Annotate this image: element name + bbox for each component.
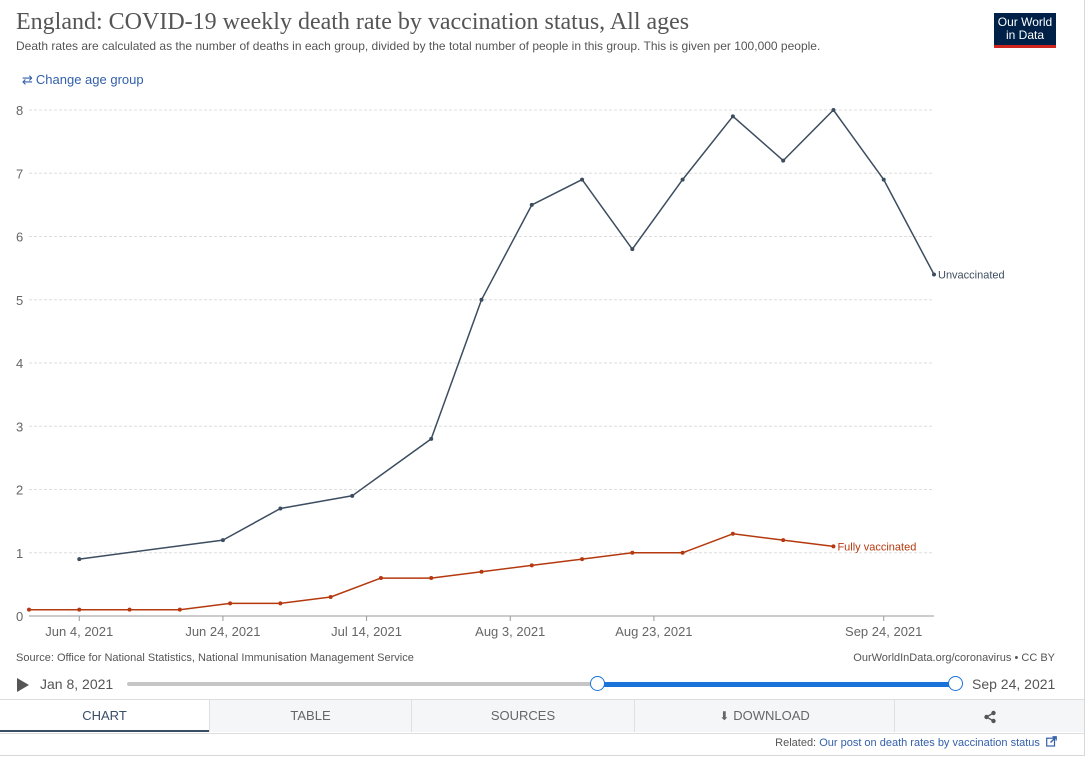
data-point-unvaccinated[interactable] bbox=[278, 506, 283, 511]
y-tick-label: 6 bbox=[16, 230, 23, 245]
x-tick-label: Aug 23, 2021 bbox=[615, 624, 692, 639]
y-tick-label: 7 bbox=[16, 166, 23, 181]
y-tick-label: 2 bbox=[16, 483, 23, 498]
logo-line-2: in Data bbox=[1005, 28, 1045, 42]
data-point-fully-vaccinated[interactable] bbox=[630, 550, 635, 555]
y-tick-label: 5 bbox=[16, 293, 23, 308]
y-tick-label: 3 bbox=[16, 419, 23, 434]
data-point-unvaccinated[interactable] bbox=[77, 557, 82, 562]
tab-table-label: TABLE bbox=[290, 708, 331, 723]
timeline-end-handle[interactable] bbox=[948, 676, 963, 691]
data-point-fully-vaccinated[interactable] bbox=[127, 607, 132, 612]
timeline-start-handle[interactable] bbox=[590, 676, 605, 691]
related-link-row: Related: Our post on death rates by vacc… bbox=[775, 736, 1057, 749]
x-tick-label: Jul 14, 2021 bbox=[331, 624, 402, 639]
chart-subtitle: Death rates are calculated as the number… bbox=[16, 39, 821, 53]
x-tick-label: Jun 4, 2021 bbox=[45, 624, 113, 639]
data-point-fully-vaccinated[interactable] bbox=[529, 563, 534, 568]
data-point-fully-vaccinated[interactable] bbox=[479, 569, 484, 574]
data-point-unvaccinated[interactable] bbox=[630, 247, 635, 252]
data-point-unvaccinated[interactable] bbox=[680, 177, 685, 182]
x-tick-label: Aug 3, 2021 bbox=[475, 624, 545, 639]
data-point-fully-vaccinated[interactable] bbox=[177, 607, 182, 612]
tab-chart-label: CHART bbox=[82, 708, 127, 723]
related-prefix: Related: bbox=[775, 737, 817, 749]
data-point-unvaccinated[interactable] bbox=[831, 108, 836, 112]
data-point-fully-vaccinated[interactable] bbox=[77, 607, 82, 612]
share-icon bbox=[983, 710, 996, 723]
data-point-fully-vaccinated[interactable] bbox=[730, 531, 735, 536]
data-point-fully-vaccinated[interactable] bbox=[228, 601, 233, 606]
tab-bar: CHART TABLE SOURCES ⬇ DOWNLOAD bbox=[0, 699, 1084, 734]
timeline-end-label: Sep 24, 2021 bbox=[972, 676, 1056, 692]
tab-download[interactable]: ⬇ DOWNLOAD bbox=[634, 700, 894, 732]
owid-logo[interactable]: Our World in Data bbox=[994, 13, 1056, 48]
tab-chart[interactable]: CHART bbox=[0, 700, 209, 732]
series-label-unvaccinated: Unvaccinated bbox=[938, 269, 1005, 281]
data-point-unvaccinated[interactable] bbox=[350, 493, 355, 498]
timeline-track[interactable] bbox=[127, 682, 956, 686]
tab-download-label: DOWNLOAD bbox=[733, 708, 810, 723]
data-point-unvaccinated[interactable] bbox=[220, 538, 225, 543]
data-point-unvaccinated[interactable] bbox=[781, 158, 786, 163]
tab-sources-label: SOURCES bbox=[490, 708, 556, 723]
data-point-fully-vaccinated[interactable] bbox=[781, 538, 786, 543]
logo-line-1: Our World bbox=[997, 15, 1053, 29]
data-point-unvaccinated[interactable] bbox=[529, 202, 534, 207]
tab-sources[interactable]: SOURCES bbox=[411, 700, 634, 732]
data-point-unvaccinated[interactable] bbox=[429, 436, 434, 441]
y-tick-label: 8 bbox=[16, 103, 23, 118]
source-note: Source: Office for National Statistics, … bbox=[16, 652, 414, 664]
tab-share[interactable] bbox=[894, 700, 1084, 732]
timeline: Jan 8, 2021 Sep 24, 2021 bbox=[0, 673, 1086, 697]
data-point-unvaccinated[interactable] bbox=[479, 297, 484, 302]
y-tick-label: 1 bbox=[16, 546, 23, 561]
credit-note: OurWorldInData.org/coronavirus • CC BY bbox=[853, 652, 1055, 664]
x-tick-label: Sep 24, 2021 bbox=[845, 624, 922, 639]
data-point-fully-vaccinated[interactable] bbox=[680, 550, 685, 555]
data-point-unvaccinated[interactable] bbox=[730, 114, 735, 119]
tab-table[interactable]: TABLE bbox=[209, 700, 411, 732]
swap-arrows-icon: ⇄ bbox=[22, 72, 33, 87]
data-point-fully-vaccinated[interactable] bbox=[27, 607, 31, 612]
related-post-link[interactable]: Our post on death rates by vaccination s… bbox=[819, 737, 1040, 749]
data-point-unvaccinated[interactable] bbox=[580, 177, 585, 182]
change-age-group-button[interactable]: ⇄ Change age group bbox=[22, 72, 144, 88]
line-chart[interactable]: 0 1 2 3 4 5 6 7 8 Jun 4, 2021 Jun 24, 2021 Jul 14, … bbox=[0, 95, 1086, 645]
data-point-unvaccinated[interactable] bbox=[881, 177, 886, 182]
change-age-group-label: Change age group bbox=[35, 72, 144, 87]
series-line-unvaccinated[interactable] bbox=[79, 109, 935, 560]
data-point-fully-vaccinated[interactable] bbox=[831, 544, 836, 549]
timeline-start-label: Jan 8, 2021 bbox=[40, 676, 114, 692]
download-icon: ⬇ bbox=[719, 709, 730, 723]
data-point-unvaccinated[interactable] bbox=[932, 272, 936, 277]
data-point-fully-vaccinated[interactable] bbox=[378, 576, 383, 581]
series-line-fully-vaccinated[interactable] bbox=[29, 533, 834, 611]
data-point-fully-vaccinated[interactable] bbox=[278, 601, 283, 606]
external-link-icon[interactable] bbox=[1046, 736, 1057, 747]
series-label-fully-vaccinated: Fully vaccinated bbox=[837, 541, 916, 553]
play-icon[interactable] bbox=[17, 678, 29, 692]
x-tick-label: Jun 24, 2021 bbox=[185, 624, 260, 639]
data-point-fully-vaccinated[interactable] bbox=[580, 557, 585, 562]
y-tick-label: 0 bbox=[16, 609, 23, 624]
chart-title: England: COVID-19 weekly death rate by v… bbox=[16, 9, 690, 35]
y-tick-label: 4 bbox=[16, 356, 23, 371]
data-point-fully-vaccinated[interactable] bbox=[429, 576, 434, 581]
timeline-selected-range bbox=[598, 682, 956, 687]
data-point-fully-vaccinated[interactable] bbox=[328, 595, 333, 600]
